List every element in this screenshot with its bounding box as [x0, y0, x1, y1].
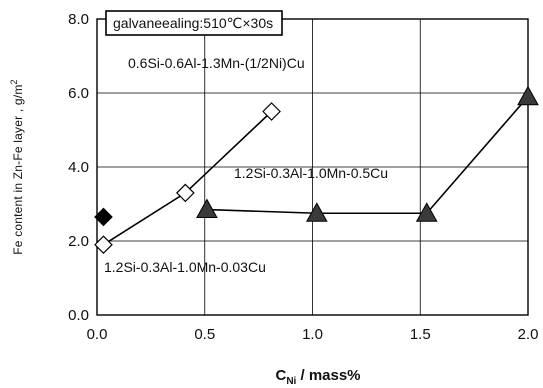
data-point [176, 183, 195, 203]
x-tick-label: 1.0 [302, 326, 323, 343]
tick-labels: 0.0 2.0 4.0 6.0 8.0 0.0 0.5 1.0 1.5 2.0 [68, 11, 538, 343]
condition-label: galvaneealing:510℃×30s [113, 15, 273, 31]
condition-box: galvaneealing:510℃×30s [105, 10, 283, 36]
data-point [94, 207, 113, 227]
data-point [196, 198, 218, 219]
y-tick-label: 4.0 [68, 159, 89, 176]
grid [97, 19, 528, 315]
y-tick-label: 0.0 [68, 307, 89, 324]
y-tick-label: 6.0 [68, 85, 89, 102]
series-line-1 [206, 96, 529, 215]
series-label-003cu: 1.2Si-0.3Al-1.0Mn-0.03Cu [104, 259, 266, 275]
x-axis-label: CNi / mass% [275, 367, 360, 387]
data-point [262, 102, 281, 121]
x-tick-label: 0.5 [194, 326, 215, 343]
data-point [415, 202, 438, 222]
series-label-05cu: 1.2Si-0.3Al-1.0Mn-0.5Cu [234, 165, 388, 181]
series-label-ni-cu: 0.6Si-0.6Al-1.3Mn-(1/2Ni)Cu [128, 55, 305, 71]
x-tick-label: 0.0 [87, 326, 108, 343]
series-layer [94, 85, 539, 255]
series-2 [94, 207, 113, 227]
data-point [94, 235, 113, 255]
y-tick-label: 8.0 [68, 11, 89, 28]
data-point [305, 202, 328, 222]
plot-area [96, 18, 529, 316]
y-axis-label: Fe content in Zn-Fe layer , g/m2 [9, 79, 25, 254]
data-point [517, 85, 539, 106]
series-0 [94, 102, 281, 255]
x-tick-label: 1.5 [410, 326, 431, 343]
series-1 [196, 85, 539, 222]
x-tick-label: 2.0 [518, 326, 539, 343]
y-tick-label: 2.0 [68, 233, 89, 250]
